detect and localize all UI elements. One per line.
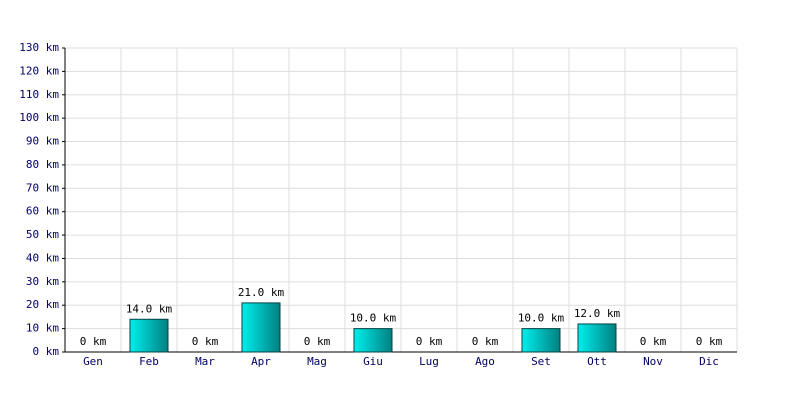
bar xyxy=(129,318,169,353)
value-label: 0 km xyxy=(696,335,723,348)
x-tick-label: Giu xyxy=(363,355,383,368)
x-tick-label: Mar xyxy=(195,355,215,368)
value-label: 0 km xyxy=(80,335,107,348)
y-tick-label: 0 km xyxy=(33,345,60,358)
value-label: 10.0 km xyxy=(518,312,565,325)
bar xyxy=(577,323,617,353)
y-tick-label: 70 km xyxy=(26,181,59,194)
y-tick-label: 110 km xyxy=(19,88,59,101)
bar xyxy=(353,328,393,353)
value-label: 0 km xyxy=(472,335,499,348)
y-tick-label: 60 km xyxy=(26,205,59,218)
x-tick-label: Ago xyxy=(475,355,495,368)
x-tick-label: Gen xyxy=(83,355,103,368)
value-label: 10.0 km xyxy=(350,312,397,325)
y-tick-label: 120 km xyxy=(19,64,59,77)
x-tick-label: Nov xyxy=(643,355,663,368)
y-tick-label: 20 km xyxy=(26,298,59,311)
value-label: 0 km xyxy=(416,335,443,348)
x-tick-label: Lug xyxy=(419,355,439,368)
value-label: 12.0 km xyxy=(574,307,621,320)
y-tick-label: 80 km xyxy=(26,158,59,171)
x-tick-label: Set xyxy=(531,355,551,368)
y-tick-label: 90 km xyxy=(26,135,59,148)
y-tick-label: 40 km xyxy=(26,251,59,264)
value-label: 0 km xyxy=(304,335,331,348)
y-tick-label: 30 km xyxy=(26,275,59,288)
x-tick-label: Feb xyxy=(139,355,159,368)
bar xyxy=(241,302,281,353)
y-tick-label: 130 km xyxy=(19,41,59,54)
value-label: 14.0 km xyxy=(126,302,173,315)
value-label: 21.0 km xyxy=(238,286,285,299)
x-tick-label: Apr xyxy=(251,355,271,368)
value-label: 0 km xyxy=(192,335,219,348)
y-tick-label: 10 km xyxy=(26,322,59,335)
bar xyxy=(521,328,561,353)
x-tick-label: Dic xyxy=(699,355,719,368)
x-tick-label: Mag xyxy=(307,355,327,368)
y-tick-label: 50 km xyxy=(26,228,59,241)
value-label: 0 km xyxy=(640,335,667,348)
y-tick-label: 100 km xyxy=(19,111,59,124)
x-tick-label: Ott xyxy=(587,355,607,368)
